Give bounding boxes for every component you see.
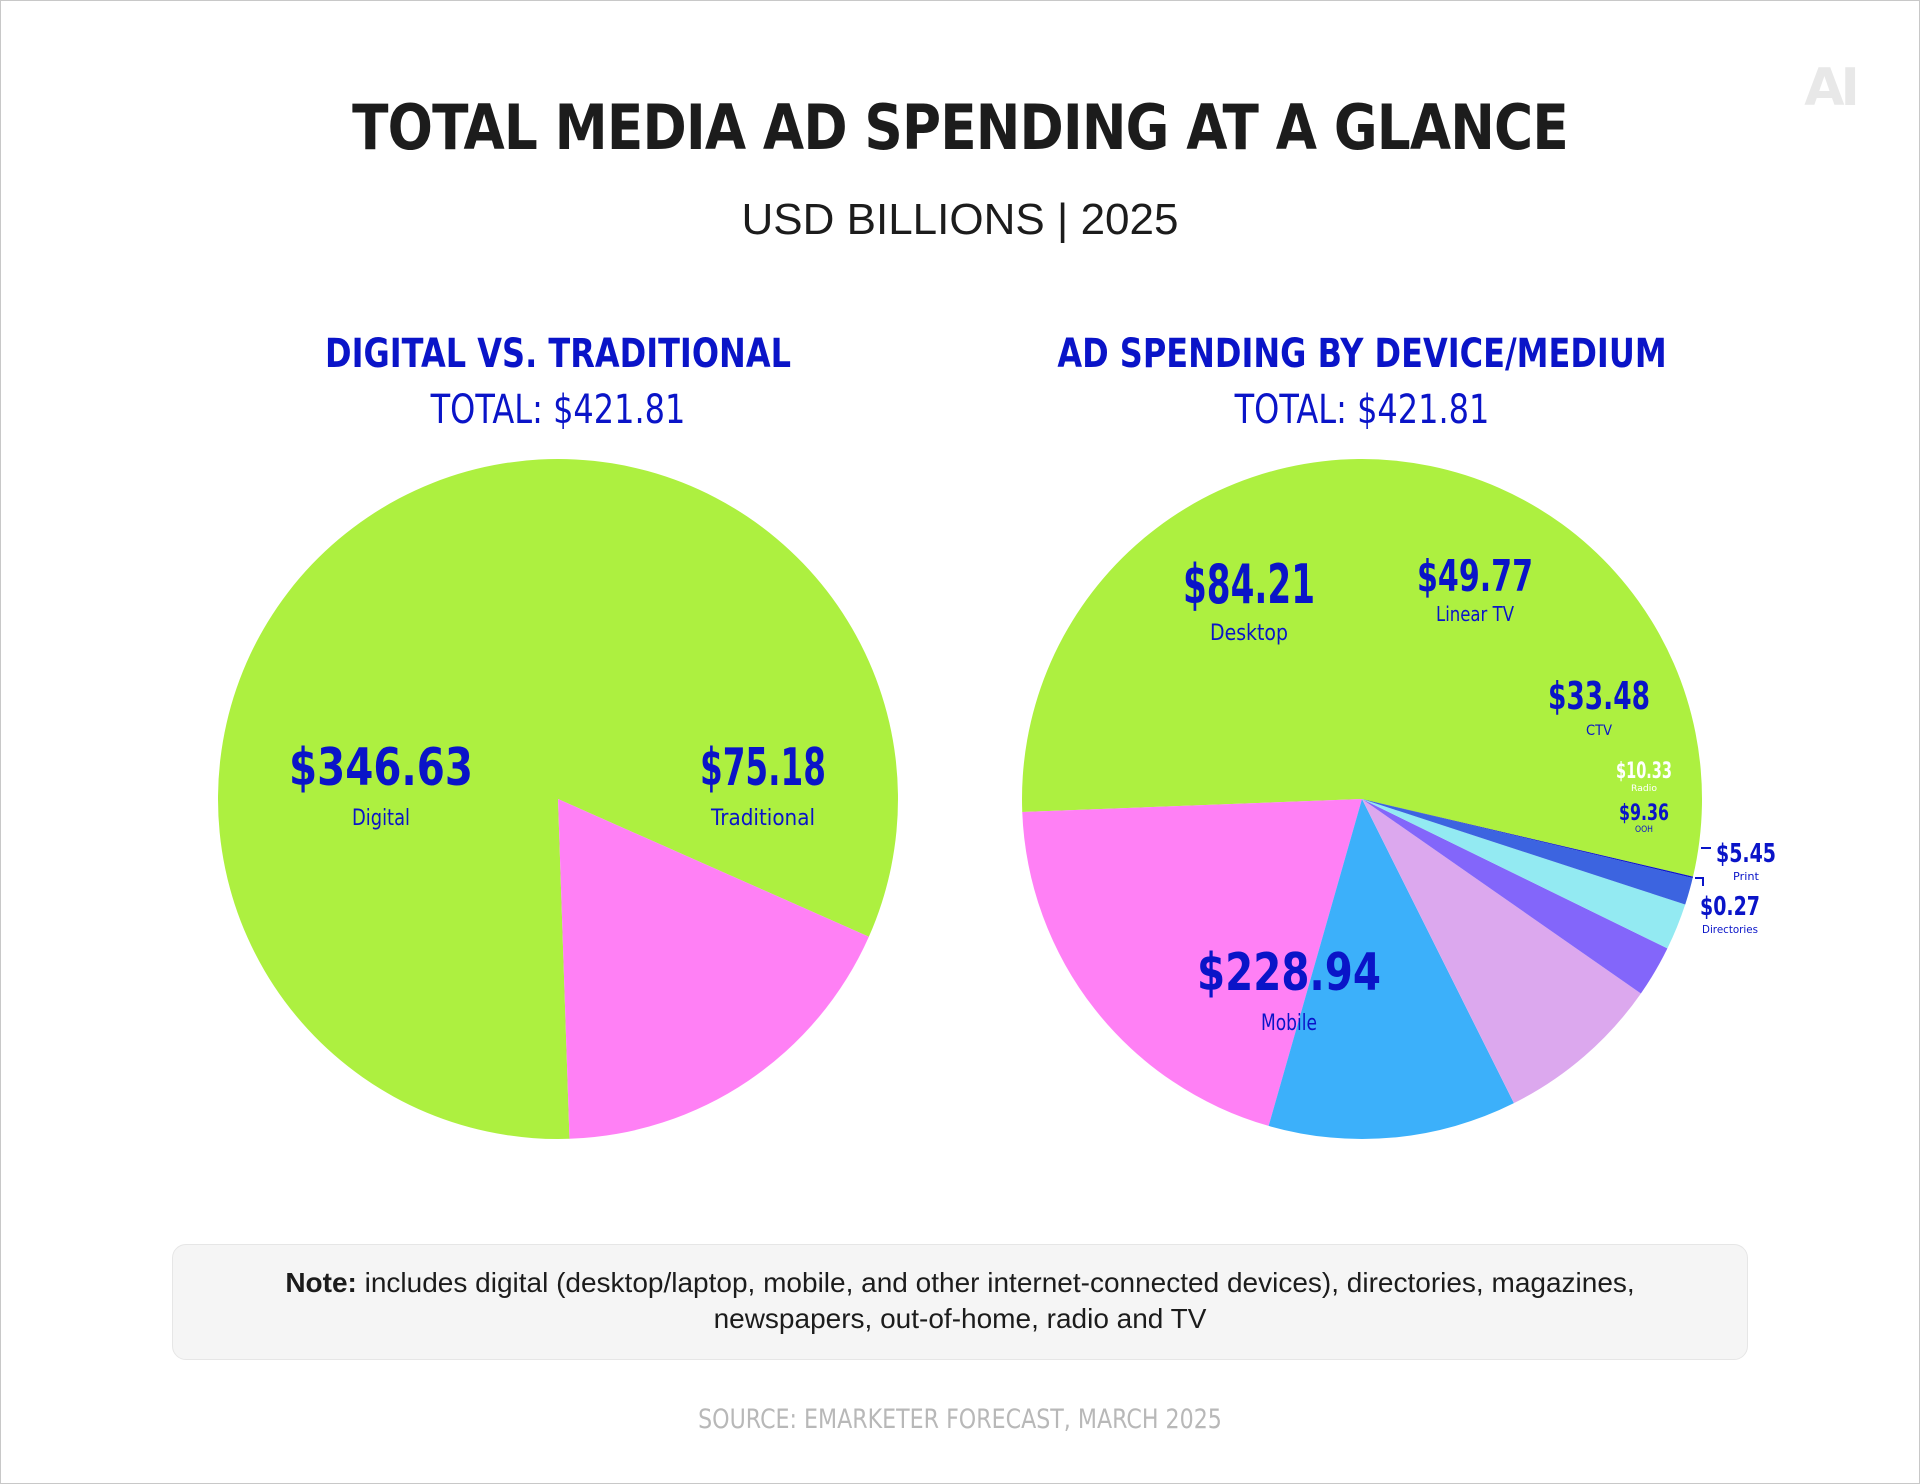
page-title: TOTAL MEDIA AD SPENDING AT A GLANCE [352, 91, 1569, 164]
brand-logo-icon: AI [1804, 58, 1860, 118]
value-label-radio: $10.33 [1616, 759, 1672, 784]
pie-slice-desktop [1022, 799, 1362, 1126]
right-chart-title: AD SPENDING BY DEVICE/MEDIUM [1057, 331, 1667, 377]
pie-slice-ctv [1362, 799, 1641, 1104]
note-text: includes digital (desktop/laptop, mobile… [356, 1267, 1635, 1334]
category-label-linear-tv: Linear TV [1436, 602, 1514, 626]
value-label-print: $5.45 [1716, 839, 1776, 869]
pie-slice-print [1362, 799, 1693, 905]
page-subtitle: USD BILLIONS | 2025 [741, 195, 1179, 244]
right-chart-total: TOTAL: $421.81 [1234, 387, 1490, 433]
value-label-digital: $346.63 [289, 738, 473, 798]
category-label-ooh: OOH [1635, 825, 1653, 835]
pie-slice-traditional [558, 799, 869, 1139]
value-label-linear-tv: $49.77 [1417, 551, 1533, 602]
pie-slice-mobile [1022, 459, 1703, 877]
value-label-mobile: $228.94 [1197, 943, 1381, 1003]
pie-slice-radio [1362, 799, 1668, 994]
category-label-ctv: CTV [1586, 723, 1612, 739]
value-label-ctv: $33.48 [1548, 674, 1650, 718]
category-label-radio: Radio [1631, 784, 1658, 794]
source-line: SOURCE: EMARKETER FORECAST, MARCH 2025 [698, 1404, 1222, 1435]
pie-slice-directories [1362, 799, 1694, 878]
pie-slice-digital [218, 459, 899, 1140]
leader-line-directories [1695, 877, 1704, 886]
left-chart-title: DIGITAL VS. TRADITIONAL [325, 331, 791, 377]
pie-slice-ooh [1362, 799, 1686, 949]
category-label-traditional: Traditional [710, 806, 815, 831]
category-label-directories: Directories [1702, 923, 1758, 936]
category-label-desktop: Desktop [1210, 621, 1288, 646]
pie-digital-vs-traditional: $346.63 Digital $75.18 Traditional [218, 459, 899, 1140]
note-lead: Note: [285, 1267, 357, 1298]
value-label-directories: $0.27 [1700, 892, 1760, 922]
left-chart-total: TOTAL: $421.81 [430, 387, 686, 433]
pie-slice-linear-tv [1268, 799, 1514, 1139]
value-label-traditional: $75.18 [700, 738, 826, 798]
category-label-mobile: Mobile [1261, 1011, 1317, 1036]
value-label-desktop: $84.21 [1183, 553, 1315, 616]
category-label-digital: Digital [352, 806, 410, 831]
value-label-ooh: $9.36 [1619, 801, 1669, 826]
category-label-print: Print [1733, 870, 1760, 883]
note-box: Note: includes digital (desktop/laptop, … [172, 1244, 1748, 1360]
